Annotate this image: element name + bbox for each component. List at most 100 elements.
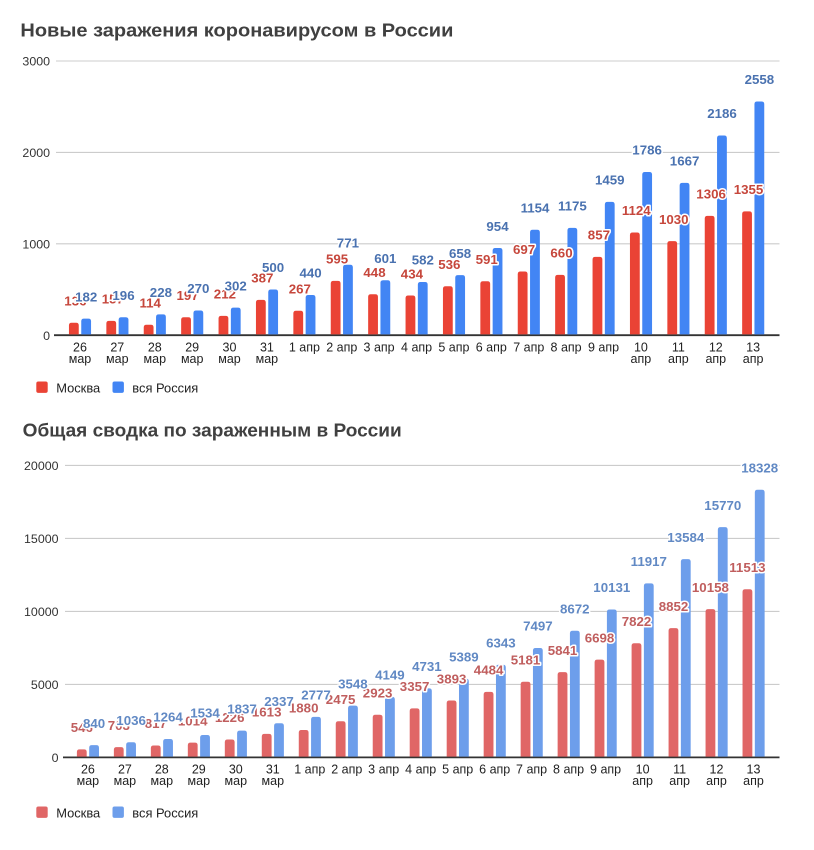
svg-text:157: 157: [102, 292, 124, 307]
svg-text:11: 11: [673, 763, 686, 777]
svg-text:мар: мар: [218, 352, 241, 366]
svg-text:мар: мар: [225, 774, 248, 788]
svg-text:136: 136: [64, 294, 86, 309]
svg-text:2 апр: 2 апр: [331, 763, 362, 777]
svg-text:2475: 2475: [326, 692, 356, 707]
svg-text:546: 546: [71, 720, 93, 735]
svg-text:697: 697: [513, 242, 535, 257]
svg-text:апр: апр: [705, 352, 726, 366]
svg-text:1014: 1014: [178, 713, 208, 728]
svg-text:13: 13: [746, 340, 760, 354]
svg-text:мар: мар: [106, 352, 129, 366]
svg-text:2000: 2000: [22, 146, 50, 160]
svg-text:6 апр: 6 апр: [479, 763, 510, 777]
svg-text:2186: 2186: [707, 106, 737, 121]
svg-text:658: 658: [449, 246, 471, 261]
svg-text:857: 857: [588, 228, 610, 243]
svg-text:1837: 1837: [227, 701, 257, 716]
svg-text:15000: 15000: [24, 532, 59, 546]
svg-text:228: 228: [150, 285, 172, 300]
svg-text:2 апр: 2 апр: [326, 340, 357, 354]
svg-text:апр: апр: [668, 352, 689, 366]
svg-text:29: 29: [185, 340, 199, 354]
svg-text:387: 387: [251, 271, 273, 286]
svg-text:196: 196: [112, 288, 134, 303]
svg-text:197: 197: [177, 288, 199, 303]
svg-text:18328: 18328: [741, 461, 778, 476]
svg-text:3 апр: 3 апр: [364, 340, 395, 354]
svg-text:8852: 8852: [659, 599, 689, 614]
svg-text:4 апр: 4 апр: [405, 763, 436, 777]
svg-text:31: 31: [266, 763, 280, 777]
svg-text:апр: апр: [743, 774, 764, 788]
svg-text:1306: 1306: [696, 187, 726, 202]
svg-text:мар: мар: [256, 352, 279, 366]
svg-text:703: 703: [108, 718, 130, 733]
svg-text:6698: 6698: [585, 630, 615, 645]
svg-text:1613: 1613: [252, 705, 282, 720]
svg-text:5389: 5389: [449, 649, 479, 664]
svg-text:апр: апр: [706, 774, 727, 788]
svg-text:9 апр: 9 апр: [588, 340, 619, 354]
svg-text:8 апр: 8 апр: [553, 763, 584, 777]
svg-text:4149: 4149: [375, 668, 405, 683]
svg-text:1000: 1000: [22, 237, 50, 251]
svg-text:1030: 1030: [659, 212, 689, 227]
svg-text:7 апр: 7 апр: [513, 340, 544, 354]
svg-text:434: 434: [401, 266, 424, 281]
svg-text:мар: мар: [77, 774, 100, 788]
svg-text:591: 591: [476, 252, 499, 267]
svg-text:28: 28: [155, 763, 169, 777]
svg-text:595: 595: [326, 252, 349, 267]
svg-text:8672: 8672: [560, 602, 590, 617]
svg-text:3548: 3548: [338, 676, 368, 691]
svg-text:15770: 15770: [704, 498, 741, 513]
svg-text:26: 26: [81, 763, 95, 777]
svg-text:954: 954: [486, 219, 509, 234]
svg-text:1175: 1175: [558, 199, 587, 214]
svg-text:11513: 11513: [729, 560, 765, 575]
svg-text:1 апр: 1 апр: [289, 340, 320, 354]
svg-text:13584: 13584: [667, 530, 705, 545]
svg-text:3000: 3000: [22, 55, 50, 69]
svg-text:апр: апр: [632, 774, 653, 788]
svg-text:6343: 6343: [486, 636, 516, 651]
svg-text:5 апр: 5 апр: [442, 763, 473, 777]
svg-text:5841: 5841: [548, 643, 578, 658]
svg-text:114: 114: [139, 296, 161, 311]
svg-text:302: 302: [225, 278, 247, 293]
svg-text:3357: 3357: [400, 679, 430, 694]
svg-text:1667: 1667: [670, 154, 700, 169]
svg-text:12: 12: [709, 340, 723, 354]
svg-text:1786: 1786: [632, 143, 662, 158]
svg-text:9 апр: 9 апр: [590, 763, 621, 777]
svg-text:10158: 10158: [692, 580, 729, 595]
svg-text:1124: 1124: [622, 203, 651, 218]
svg-text:2337: 2337: [264, 694, 294, 709]
svg-text:7 апр: 7 апр: [516, 763, 547, 777]
svg-text:4 апр: 4 апр: [401, 340, 432, 354]
svg-text:мар: мар: [151, 774, 174, 788]
svg-text:536: 536: [438, 257, 460, 272]
svg-text:771: 771: [337, 236, 360, 251]
svg-text:1226: 1226: [215, 710, 245, 725]
svg-text:2777: 2777: [301, 688, 331, 703]
svg-text:840: 840: [83, 716, 105, 731]
svg-text:6 апр: 6 апр: [476, 340, 507, 354]
svg-text:0: 0: [52, 751, 59, 765]
svg-text:582: 582: [412, 253, 434, 268]
svg-text:440: 440: [300, 266, 322, 281]
svg-text:4484: 4484: [474, 663, 504, 678]
svg-text:500: 500: [262, 260, 284, 275]
svg-text:8 апр: 8 апр: [551, 340, 582, 354]
svg-text:1459: 1459: [595, 173, 625, 188]
svg-text:182: 182: [75, 289, 97, 304]
svg-text:1264: 1264: [153, 710, 183, 725]
svg-text:Общая сводка по зараженным в Р: Общая сводка по зараженным в России: [23, 420, 402, 441]
svg-text:817: 817: [145, 716, 167, 731]
svg-text:12: 12: [710, 763, 724, 777]
svg-text:Новые заражения коронавирусом: Новые заражения коронавирусом в России: [20, 20, 453, 41]
svg-text:3893: 3893: [437, 671, 467, 686]
svg-text:1355: 1355: [734, 182, 764, 197]
svg-text:10131: 10131: [593, 580, 631, 595]
